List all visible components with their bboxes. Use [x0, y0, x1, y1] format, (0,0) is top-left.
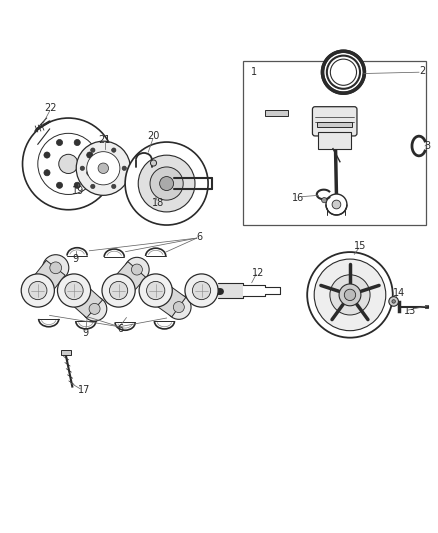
Circle shape: [321, 198, 327, 203]
Text: 6: 6: [118, 325, 124, 334]
Circle shape: [102, 274, 135, 307]
Polygon shape: [66, 281, 102, 318]
Circle shape: [327, 55, 360, 89]
Circle shape: [339, 284, 361, 306]
Circle shape: [131, 264, 142, 275]
Circle shape: [185, 274, 218, 307]
Text: 16: 16: [292, 192, 304, 203]
Circle shape: [91, 148, 95, 152]
Circle shape: [139, 274, 172, 307]
Circle shape: [57, 140, 63, 146]
Circle shape: [326, 194, 347, 215]
Circle shape: [98, 163, 109, 174]
Text: 14: 14: [393, 288, 405, 298]
Circle shape: [87, 169, 93, 176]
Text: 12: 12: [252, 268, 265, 278]
Polygon shape: [148, 281, 186, 317]
Text: 22: 22: [45, 103, 57, 114]
Circle shape: [307, 252, 393, 338]
Text: 9: 9: [73, 254, 79, 264]
Text: 21: 21: [99, 135, 111, 145]
Circle shape: [192, 281, 211, 300]
Circle shape: [314, 259, 386, 330]
Circle shape: [91, 184, 95, 189]
Bar: [318, 132, 351, 149]
Circle shape: [110, 281, 128, 300]
Circle shape: [44, 152, 50, 158]
Circle shape: [65, 281, 83, 300]
Circle shape: [82, 297, 107, 321]
Circle shape: [332, 200, 341, 209]
Circle shape: [57, 182, 63, 188]
Circle shape: [44, 169, 50, 176]
Bar: [61, 350, 71, 355]
Text: 1: 1: [251, 67, 257, 77]
Text: 17: 17: [78, 385, 91, 394]
Circle shape: [112, 184, 116, 189]
Circle shape: [57, 274, 91, 307]
Bar: [317, 122, 352, 127]
Circle shape: [147, 281, 165, 300]
Circle shape: [392, 300, 396, 303]
Circle shape: [389, 297, 399, 306]
Circle shape: [122, 166, 127, 171]
Circle shape: [38, 133, 99, 195]
Circle shape: [138, 155, 195, 212]
Text: 2: 2: [419, 66, 425, 76]
Circle shape: [150, 167, 183, 200]
Text: 20: 20: [147, 132, 160, 141]
Text: 6: 6: [196, 232, 202, 242]
FancyBboxPatch shape: [312, 107, 357, 136]
Circle shape: [22, 118, 114, 210]
Circle shape: [74, 140, 80, 146]
Circle shape: [150, 160, 156, 166]
Circle shape: [89, 303, 100, 314]
Circle shape: [322, 51, 364, 93]
Circle shape: [76, 141, 131, 195]
Bar: [265, 110, 288, 116]
Circle shape: [330, 275, 370, 315]
Circle shape: [112, 148, 116, 152]
Text: 9: 9: [83, 328, 89, 338]
Circle shape: [87, 152, 93, 158]
Circle shape: [28, 281, 47, 300]
Text: 19: 19: [72, 187, 85, 196]
Circle shape: [74, 182, 80, 188]
Circle shape: [21, 274, 54, 307]
Text: 13: 13: [404, 306, 417, 316]
Text: 15: 15: [354, 240, 367, 251]
Bar: [218, 282, 243, 298]
Circle shape: [80, 166, 85, 171]
Circle shape: [42, 255, 69, 281]
Bar: [243, 61, 426, 225]
Polygon shape: [110, 262, 146, 298]
Circle shape: [159, 176, 173, 190]
Circle shape: [59, 154, 78, 174]
Polygon shape: [28, 261, 65, 298]
Circle shape: [330, 59, 357, 85]
Circle shape: [166, 295, 191, 319]
Text: 18: 18: [152, 198, 164, 208]
Circle shape: [173, 302, 184, 313]
Circle shape: [125, 257, 149, 282]
Circle shape: [125, 142, 208, 225]
Circle shape: [344, 289, 356, 301]
Circle shape: [50, 262, 62, 274]
Circle shape: [87, 152, 120, 185]
Text: 3: 3: [424, 141, 431, 151]
